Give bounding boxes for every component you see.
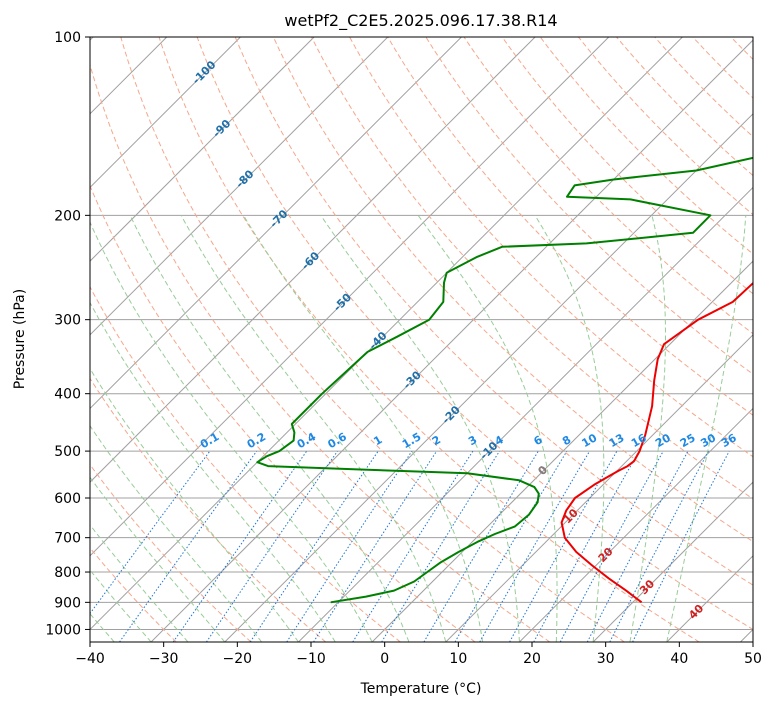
y-tick-label: 100 <box>54 30 81 46</box>
moist-adiabat-line <box>90 569 152 642</box>
isotherm-line <box>592 481 753 642</box>
dry-adiabat-line <box>90 463 252 642</box>
moist-adiabat-line <box>629 215 666 642</box>
dry-adiabat-line <box>90 62 551 642</box>
mixing-ratio-lines <box>90 450 730 642</box>
x-axis-label: Temperature (°C) <box>360 681 482 697</box>
moist-adiabat-line <box>417 215 558 642</box>
mixing-ratio-line <box>172 450 308 642</box>
dry-adiabat-line <box>425 37 753 375</box>
isobar-gridlines <box>90 37 753 630</box>
isotherm-line <box>224 113 753 642</box>
y-tick-label: 700 <box>54 531 81 547</box>
x-tick-label: 40 <box>670 651 688 667</box>
moist-adiabat-line <box>180 215 447 642</box>
isotherm-line <box>371 260 753 642</box>
plot-frame <box>89 36 754 643</box>
mixing-ratio-line <box>205 450 338 642</box>
moist-adiabat-line <box>90 524 189 642</box>
isotherm-line <box>90 37 241 189</box>
moist-adiabat-line <box>242 215 484 642</box>
mixing-ratio-line <box>249 450 379 642</box>
y-axis-ticks: 100 200 300 400 500 600 700 800 900 1000 <box>45 30 90 638</box>
dry-adiabat-line <box>311 37 753 500</box>
y-tick-label: 900 <box>54 595 81 611</box>
mixing-ratio-line <box>632 450 730 642</box>
dewpoint-series <box>256 156 753 604</box>
plot-area: -100-90-80-70-60-50-40-30-20-10010203040… <box>90 37 753 642</box>
y-tick-label: 300 <box>54 313 81 329</box>
x-axis-ticks: −40 −30 −20 −10 0 10 20 30 40 50 <box>75 642 762 667</box>
mixing-ratio-line <box>352 450 474 642</box>
dry-adiabat-line <box>90 184 476 642</box>
mixing-ratio-line <box>381 450 500 642</box>
isotherm-line <box>445 334 753 642</box>
y-tick-label: 400 <box>54 387 81 403</box>
x-tick-label: −30 <box>149 651 179 667</box>
temperature-line <box>560 281 753 604</box>
dry-adiabat-line <box>158 37 700 642</box>
isotherm-line <box>90 37 315 262</box>
mixing-ratio-line <box>90 450 211 615</box>
isotherm-line <box>519 407 753 642</box>
chart-title: wetPf2_C2E5.2025.096.17.38.R14 <box>284 11 557 31</box>
mixing-ratio-line <box>559 450 664 642</box>
moist-adiabat-line <box>534 215 605 642</box>
moist-adiabat-line <box>90 301 336 642</box>
moist-adiabat-line <box>90 220 373 642</box>
isotherm-line <box>90 37 610 557</box>
dry-adiabat-line <box>196 37 753 630</box>
mixing-ratio-line <box>586 450 689 642</box>
x-tick-label: 0 <box>380 651 389 667</box>
dewpoint-line <box>256 156 753 604</box>
x-tick-label: 30 <box>597 651 615 667</box>
mixing-ratio-line <box>609 450 709 642</box>
dry-adiabat-line <box>501 37 753 295</box>
x-tick-label: −10 <box>296 651 326 667</box>
isotherm-line <box>90 37 462 410</box>
mixing-ratio-line <box>286 450 413 642</box>
mixing-ratio-line <box>509 450 618 642</box>
moist-adiabat-line <box>90 367 299 642</box>
moist-adiabats <box>90 215 747 642</box>
moist-adiabat-line <box>129 215 410 642</box>
isotherm-line <box>90 37 389 336</box>
dry-adiabat-line <box>120 37 625 642</box>
y-tick-label: 500 <box>54 444 81 460</box>
dry-adiabat-line <box>90 547 177 642</box>
dry-adiabat-line <box>387 37 753 416</box>
x-tick-label: −40 <box>75 651 105 667</box>
moist-adiabat-line <box>666 215 747 642</box>
dry-adiabat-line <box>234 37 753 586</box>
x-tick-label: −20 <box>223 651 253 667</box>
mixing-ratio-line <box>119 450 258 642</box>
temperature-series <box>560 281 753 604</box>
y-tick-label: 1000 <box>45 622 81 638</box>
moist-adiabat-line <box>90 476 226 642</box>
dry-adiabats <box>90 37 753 642</box>
isotherm-line <box>90 37 536 483</box>
x-tick-label: 20 <box>523 651 541 667</box>
x-tick-label: 50 <box>744 651 762 667</box>
y-axis-label: Pressure (hPa) <box>12 289 28 389</box>
y-tick-label: 200 <box>54 208 81 224</box>
dry-adiabat-line <box>90 377 327 642</box>
y-tick-label: 800 <box>54 565 81 581</box>
mixing-ratio-line <box>423 450 539 642</box>
isotherm-line <box>150 39 753 642</box>
y-tick-label: 600 <box>54 491 81 507</box>
x-tick-label: 10 <box>449 651 467 667</box>
mixing-ratio-line <box>313 450 438 642</box>
dry-adiabat-line <box>272 37 753 543</box>
mixing-ratio-line <box>533 450 640 642</box>
dry-adiabat-line <box>349 37 753 458</box>
